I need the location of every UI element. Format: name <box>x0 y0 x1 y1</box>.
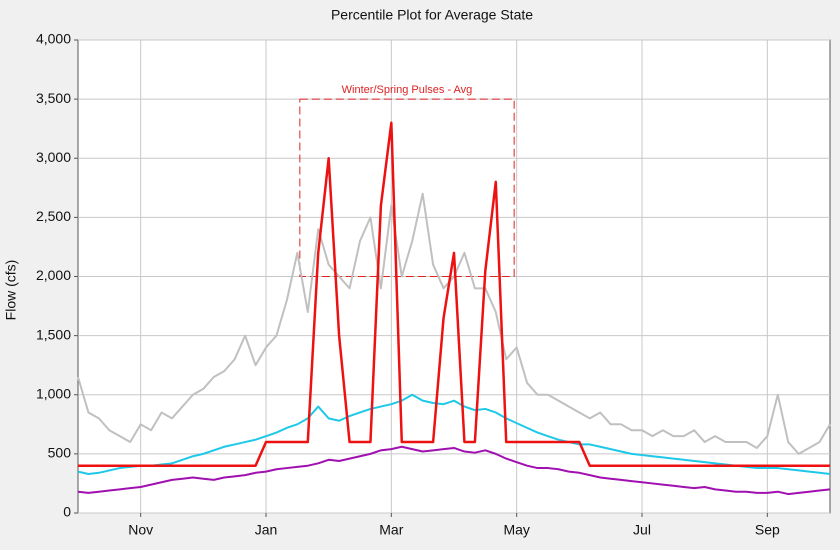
y-axis-label: Flow (cfs) <box>3 260 19 321</box>
series-line <box>77 445 831 496</box>
y-tick-label: 4,000 <box>36 31 71 47</box>
annotation-text: Winter/Spring Pulses - Avg <box>342 84 473 96</box>
y-tick-label: 3,500 <box>36 90 71 106</box>
x-tick-label: Mar <box>379 522 403 538</box>
y-tick-label: 2,000 <box>36 267 71 283</box>
series-line <box>78 121 830 467</box>
y-tick-label: 3,000 <box>36 149 71 165</box>
x-tick-label: Sep <box>755 522 780 538</box>
y-tick-label: 1,000 <box>36 385 71 401</box>
y-tick-label: 0 <box>63 504 71 520</box>
annotation-box <box>299 98 515 277</box>
y-tick-label: 2,500 <box>36 208 71 224</box>
x-tick-label: May <box>503 522 529 538</box>
y-tick-label: 500 <box>48 445 72 461</box>
series-line <box>77 393 831 475</box>
chart-title: Percentile Plot for Average State <box>331 7 533 23</box>
series-line <box>77 192 831 455</box>
x-tick-label: Jul <box>633 522 651 538</box>
y-tick-label: 1,500 <box>36 326 71 342</box>
x-tick-label: Jan <box>255 522 278 538</box>
x-tick-label: Nov <box>128 522 153 538</box>
